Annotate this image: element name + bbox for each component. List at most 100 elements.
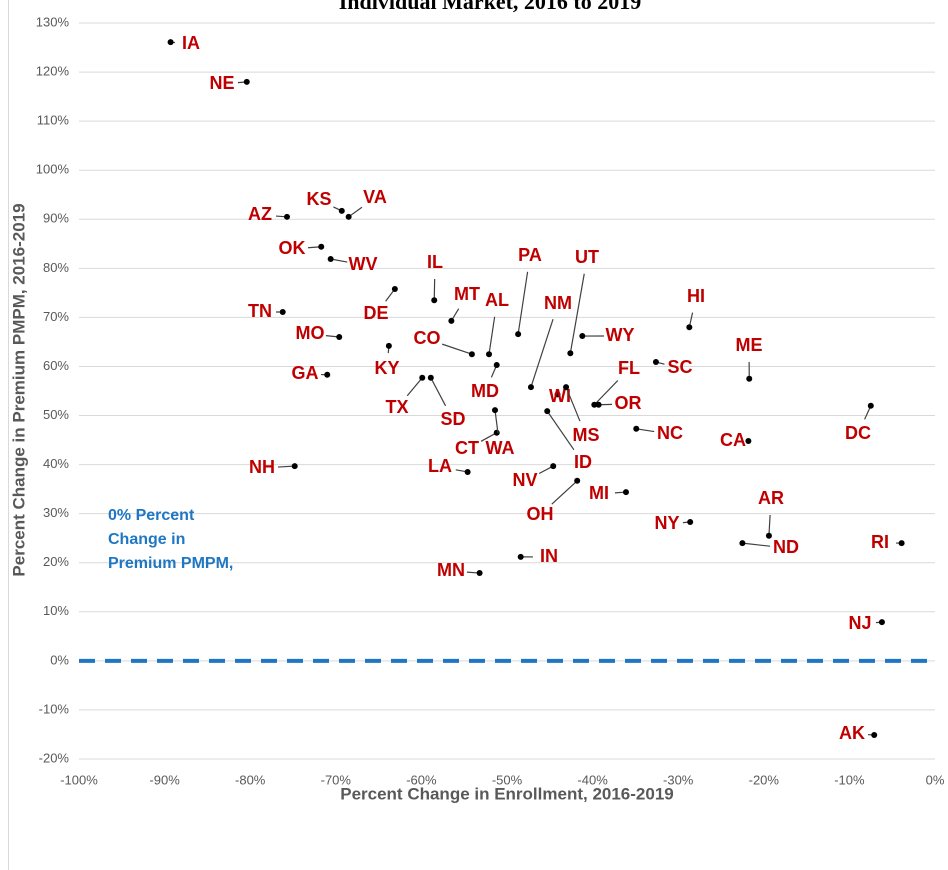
point — [391, 285, 398, 292]
point-label: NE — [209, 73, 234, 93]
point-label: RI — [871, 532, 889, 552]
point — [515, 331, 522, 338]
leader-line — [430, 377, 447, 407]
point — [633, 425, 640, 432]
point — [385, 342, 392, 349]
point-label: SC — [667, 357, 692, 377]
leader-line — [517, 271, 529, 335]
leader-line — [406, 377, 423, 397]
point-label: TX — [385, 397, 408, 417]
point — [493, 429, 500, 436]
point-label: UT — [575, 247, 599, 267]
y-tick-label: 100% — [36, 162, 70, 177]
point-label: NY — [654, 513, 679, 533]
point-label: WI — [549, 386, 571, 406]
leader-line — [593, 380, 619, 406]
point — [898, 540, 905, 547]
point — [431, 297, 438, 304]
y-tick-label: 70% — [43, 309, 69, 324]
y-tick-label: 120% — [36, 64, 70, 79]
point-label: IN — [540, 546, 558, 566]
point — [544, 408, 551, 415]
point — [517, 553, 524, 560]
point-label: PA — [518, 245, 542, 265]
point-label: GA — [292, 363, 319, 383]
point — [284, 213, 291, 220]
point-label: NV — [512, 470, 537, 490]
point — [550, 463, 557, 470]
leader-line — [494, 410, 499, 434]
point — [468, 351, 475, 358]
chart-title: Individual Market, 2016 to 2019 — [339, 0, 642, 14]
point — [574, 477, 581, 484]
leader-line — [530, 319, 554, 388]
point — [746, 375, 753, 382]
point — [427, 374, 434, 381]
point — [622, 489, 629, 496]
point — [567, 350, 574, 357]
point-label: HI — [687, 286, 705, 306]
annotation: Premium PMPM, — [108, 555, 233, 572]
x-tick-label: -10% — [834, 772, 865, 787]
x-tick-label: -30% — [663, 772, 694, 787]
point — [867, 402, 874, 409]
point-label: OR — [615, 393, 642, 413]
y-tick-label: -20% — [39, 750, 70, 765]
leader-line — [546, 410, 575, 451]
point-label: CA — [720, 430, 746, 450]
point — [554, 391, 561, 398]
point-label: AR — [758, 488, 784, 508]
x-tick-label: -40% — [577, 772, 608, 787]
point-label: VA — [363, 187, 387, 207]
point — [687, 519, 694, 526]
y-tick-label: 80% — [43, 260, 69, 275]
y-tick-label: 20% — [43, 554, 69, 569]
point-label: LA — [428, 456, 452, 476]
point — [345, 213, 352, 220]
point — [324, 371, 331, 378]
point-label: DE — [363, 303, 388, 323]
point — [291, 463, 298, 470]
point-label: DC — [845, 423, 871, 443]
x-tick-label: -80% — [235, 772, 266, 787]
point — [318, 243, 325, 250]
leader-line — [551, 480, 578, 505]
annotation: Change in — [108, 531, 185, 548]
point-label: WV — [349, 254, 378, 274]
point-label: ID — [574, 452, 592, 472]
leader-line — [636, 428, 655, 433]
point — [327, 256, 334, 263]
point-label: SD — [440, 409, 465, 429]
y-axis-title: Percent Change in Premium PMPM, 2016-201… — [9, 203, 28, 576]
point-label: ND — [773, 537, 799, 557]
leader-line — [742, 542, 771, 547]
point — [739, 540, 746, 547]
point — [595, 401, 602, 408]
point-label: AK — [839, 723, 865, 743]
point — [243, 78, 250, 85]
point-label: OK — [279, 238, 306, 258]
point — [652, 359, 659, 366]
leader-line — [488, 316, 496, 355]
point-label: AZ — [248, 204, 272, 224]
point — [493, 361, 500, 368]
x-tick-label: 0% — [926, 772, 945, 787]
point-label: MT — [454, 284, 480, 304]
y-tick-label: -10% — [39, 701, 70, 716]
y-tick-label: 130% — [36, 14, 70, 29]
chart-border — [8, 0, 9, 870]
point-label: MS — [573, 425, 600, 445]
x-tick-label: -60% — [406, 772, 437, 787]
point-label: WA — [486, 438, 515, 458]
point — [686, 324, 693, 331]
annotation: 0% Percent — [108, 507, 195, 524]
point — [167, 39, 174, 46]
point — [579, 333, 586, 340]
point-label: IL — [427, 252, 443, 272]
point-label: WY — [606, 325, 635, 345]
point — [419, 374, 426, 381]
point-label: FL — [618, 358, 640, 378]
y-tick-label: 90% — [43, 211, 69, 226]
point-label: MO — [296, 323, 325, 343]
point — [476, 570, 483, 577]
